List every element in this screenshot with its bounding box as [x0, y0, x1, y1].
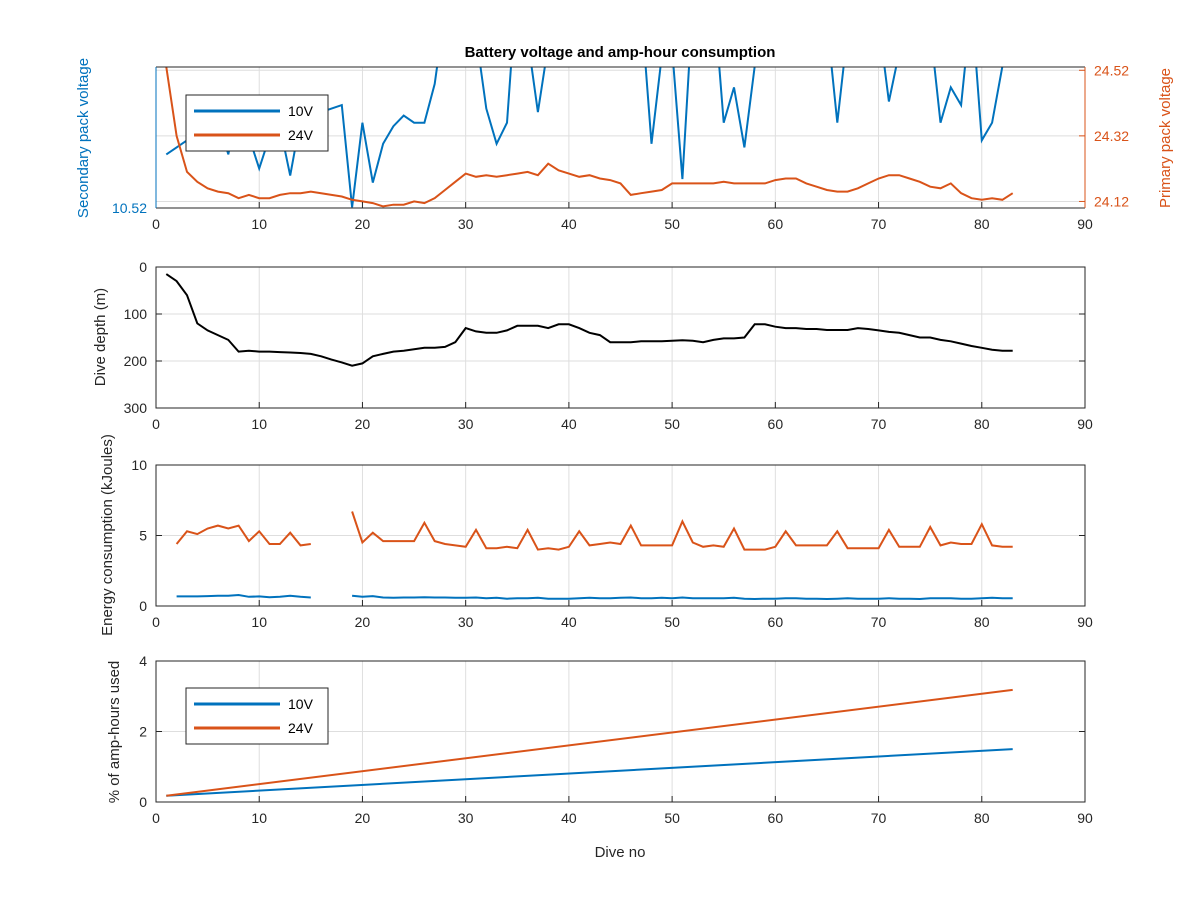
series-line-10v: [166, 748, 1013, 797]
dive-depth-axis-label: Dive depth (m): [92, 288, 109, 386]
x-tick-label: 60: [768, 810, 784, 826]
x-tick-label: 50: [664, 614, 680, 630]
legend-bottom-label-24v: 24V: [288, 720, 314, 736]
x-tick-label: 70: [871, 810, 887, 826]
series-line-24v: [175, 524, 311, 547]
series-line-24v: [166, 688, 1013, 797]
legend-top-label-10v: 10V: [288, 103, 314, 119]
axes-frame: [155, 266, 1086, 409]
series-layer: [165, 67, 1014, 797]
x-tick-label: 0: [152, 810, 160, 826]
y-tick-label: 100: [124, 306, 148, 322]
x-tick-label: 50: [664, 216, 680, 232]
x-tick-label: 50: [664, 416, 680, 432]
x-tick-label: 90: [1077, 416, 1093, 432]
x-tick-label: 30: [458, 416, 474, 432]
x-tick-label: 20: [355, 614, 371, 630]
x-tick-label: 80: [974, 614, 990, 630]
x-tick-label: 20: [355, 416, 371, 432]
amp-hours-axis-label: % of amp-hours used: [106, 661, 123, 804]
x-tick-label: 30: [458, 614, 474, 630]
series-line-depth: [165, 273, 1013, 367]
y-left-tick-label: 10.52: [112, 200, 147, 216]
y-tick-label: 0: [139, 598, 147, 614]
x-tick-label: 50: [664, 810, 680, 826]
x-tick-label: 0: [152, 614, 160, 630]
x-tick-label: 40: [561, 614, 577, 630]
primary-voltage-axis-label: Primary pack voltage: [1157, 68, 1174, 208]
x-tick-label: 0: [152, 416, 160, 432]
y-tick-label: 0: [139, 794, 147, 810]
x-tick-label: 30: [458, 216, 474, 232]
secondary-voltage-axis-label: Secondary pack voltage: [75, 58, 92, 218]
axes-frame: [155, 660, 1086, 803]
x-tick-label: 10: [251, 810, 267, 826]
axes-frame: [155, 464, 1086, 607]
x-tick-label: 90: [1077, 216, 1093, 232]
x-tick-label: 10: [251, 614, 267, 630]
x-tick-label: 80: [974, 416, 990, 432]
y-tick-label: 2: [139, 724, 147, 740]
chart-title: Battery voltage and amp-hour consumption: [465, 44, 776, 61]
y-tick-label: 200: [124, 353, 148, 369]
x-tick-label: 80: [974, 216, 990, 232]
x-tick-label: 90: [1077, 810, 1093, 826]
series-line-24v: [351, 511, 1013, 551]
y-tick-label: 300: [124, 400, 148, 416]
x-tick-label: 70: [871, 416, 887, 432]
legend-top-label-24v: 24V: [288, 127, 314, 143]
legend-top: 10V 24V: [185, 94, 329, 152]
dive-no-axis-label: Dive no: [595, 844, 646, 861]
legend-bottom-box: [185, 687, 329, 745]
x-tick-label: 20: [355, 810, 371, 826]
x-tick-label: 40: [561, 810, 577, 826]
y-tick-label: 10: [131, 457, 147, 473]
x-tick-label: 0: [152, 216, 160, 232]
y-right-tick-label: 24.52: [1094, 62, 1129, 78]
x-tick-label: 70: [871, 216, 887, 232]
x-tick-label: 40: [561, 416, 577, 432]
y-right-tick-label: 24.32: [1094, 128, 1129, 144]
legend-bottom-label-10v: 10V: [288, 696, 314, 712]
x-tick-label: 40: [561, 216, 577, 232]
series-line-10v: [176, 593, 311, 599]
y-tick-label: 4: [139, 653, 147, 669]
legend-top-box: [185, 94, 329, 152]
x-tick-label: 60: [768, 216, 784, 232]
x-tick-label: 10: [251, 416, 267, 432]
x-tick-label: 60: [768, 416, 784, 432]
x-tick-label: 90: [1077, 614, 1093, 630]
series-line-24v: [165, 67, 1014, 208]
y-tick-label: 0: [139, 259, 147, 275]
y-right-tick-label: 24.12: [1094, 193, 1129, 209]
x-tick-label: 30: [458, 810, 474, 826]
x-tick-label: 20: [355, 216, 371, 232]
y-tick-label: 5: [139, 528, 147, 544]
legend-bottom: 10V 24V: [185, 687, 329, 745]
x-tick-label: 60: [768, 614, 784, 630]
energy-consumption-axis-label: Energy consumption (kJoules): [99, 434, 116, 636]
series-line-10v: [352, 594, 1013, 601]
x-tick-label: 10: [251, 216, 267, 232]
x-tick-label: 70: [871, 614, 887, 630]
x-tick-label: 80: [974, 810, 990, 826]
